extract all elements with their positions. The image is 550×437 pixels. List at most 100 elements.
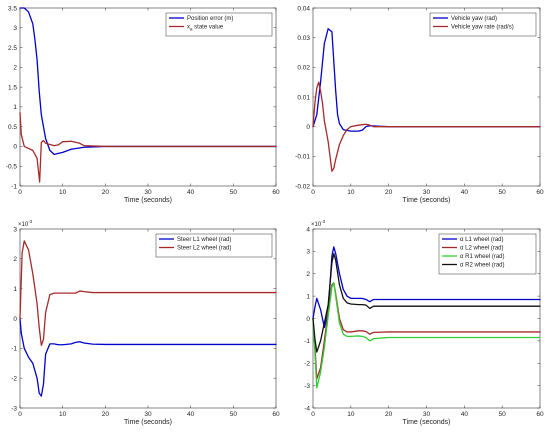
series-line-3: [312, 282, 541, 389]
x-tick-label: 30: [423, 189, 431, 196]
legend: Steer L1 wheel (rad) Steer L2 wheel (rad): [155, 233, 273, 258]
y-tick-label: -3: [11, 405, 17, 412]
series-line-1: [19, 7, 277, 156]
y-tick-label: -0.01: [295, 154, 310, 161]
legend-box: [165, 12, 273, 37]
y-tick-label: -1: [11, 183, 17, 190]
legend-entry: α L1 wheel (rad): [460, 237, 504, 243]
y-tick-label: 3: [306, 249, 310, 256]
series-line-1: [312, 246, 541, 329]
x-tick-label: 40: [187, 411, 195, 418]
y-tick-label: 3: [13, 25, 17, 32]
legend-entry: α L2 wheel (rad): [460, 246, 504, 252]
x-tick-label: 0: [311, 411, 315, 418]
legend-box: [429, 12, 537, 37]
y-tick-label: -3: [304, 383, 310, 390]
x-tick-label: 0: [311, 189, 315, 196]
x-axis-label: Time (seconds): [124, 197, 172, 204]
y-tick-label: 1.5: [8, 84, 17, 91]
legend: Vehicle yaw (rad) Vehicle yaw rate (rad/s…: [429, 12, 537, 37]
x-tick-label: 40: [461, 411, 469, 418]
series-line-2: [312, 282, 541, 380]
panel-1: 0 10 20 30 40 50 60 -1 -0.5 0 0.5 1 1.5 2 2.5 3 3.5 Time …: [6, 5, 280, 204]
y-tick-label: 0.03: [297, 35, 310, 42]
plot-area: [19, 7, 277, 187]
y-tick-label: 1: [13, 104, 17, 111]
series-line-4: [312, 252, 541, 353]
x-axis-label: Time (seconds): [124, 419, 172, 426]
y-tick-label: 1: [13, 286, 17, 293]
x-tick-label: 20: [385, 411, 393, 418]
y-tick-label: -1: [11, 346, 17, 353]
x-tick-label: 10: [59, 411, 67, 418]
panel-3: 0 10 20 30 40 50 60 -3 -2 -1 0 1 2 3×10-3 Time (second…: [11, 219, 280, 426]
y-tick-label: 0: [13, 144, 17, 151]
x-tick-label: 0: [18, 189, 22, 196]
legend-entry: Vehicle yaw rate (rad/s): [451, 25, 514, 31]
x-axis-label: Time (seconds): [403, 197, 451, 204]
legend-entry: Position error (m): [187, 16, 233, 22]
y-tick-label: -0.02: [295, 183, 310, 190]
y-tick-label: 3: [13, 226, 17, 233]
legend-entry: Vehicle yaw (rad): [451, 16, 497, 22]
x-tick-label: 10: [347, 411, 355, 418]
y-tick-label: 0.02: [297, 65, 310, 72]
series-line-2: [312, 81, 541, 172]
y-tick-label: 1: [306, 293, 310, 300]
y-tick-label: -2: [11, 375, 17, 382]
legend-entry: Steer L1 wheel (rad): [177, 237, 231, 243]
x-tick-label: 20: [385, 189, 393, 196]
y-tick-label: 4: [306, 226, 310, 233]
legend-box: [155, 233, 273, 258]
y-tick-label: 0.5: [8, 124, 17, 131]
series-line-1: [312, 28, 541, 132]
x-tick-label: 10: [59, 189, 67, 196]
x-tick-label: 60: [272, 189, 280, 196]
legend: α L1 wheel (rad) α L2 wheel (rad) α R1 whe…: [438, 233, 537, 275]
x-tick-label: 40: [187, 189, 195, 196]
y-exponent-label: ×10-3: [311, 219, 326, 228]
series-line-2: [19, 112, 277, 183]
x-tick-label: 60: [272, 411, 280, 418]
x-axis-label: Time (seconds): [403, 419, 451, 426]
x-tick-label: 60: [536, 411, 544, 418]
x-tick-label: 20: [102, 189, 110, 196]
panel-4: 0 10 20 30 40 50 60 -4 -3 -2 -1 0 1 2 3 4×10-3 Time (sec…: [304, 219, 544, 426]
x-tick-label: 50: [230, 189, 238, 196]
y-exponent-label: ×10-3: [18, 219, 33, 228]
y-tick-label: -1: [304, 338, 310, 345]
y-tick-label: 0.01: [297, 94, 310, 101]
y-tick-label: 2: [13, 256, 17, 263]
x-tick-label: 30: [423, 411, 431, 418]
y-tick-label: 2: [13, 65, 17, 72]
legend-box: [438, 233, 537, 275]
y-tick-label: 0: [306, 124, 310, 131]
x-tick-label: 30: [144, 411, 152, 418]
y-tick-label: 2: [306, 271, 310, 278]
y-tick-label: -0.5: [6, 164, 18, 171]
x-tick-label: 50: [499, 411, 507, 418]
y-tick-label: 0: [306, 316, 310, 323]
y-tick-label: 0: [13, 316, 17, 323]
x-tick-label: 60: [536, 189, 544, 196]
legend-entry: α R2 wheel (rad): [460, 263, 504, 269]
series-line-1: [19, 317, 277, 397]
x-tick-label: 20: [102, 411, 110, 418]
x-tick-label: 0: [18, 411, 22, 418]
y-tick-label: 3.5: [8, 5, 17, 12]
legend-entry: Steer L2 wheel (rad): [177, 246, 231, 252]
y-tick-label: -4: [304, 405, 310, 412]
x-tick-label: 40: [461, 189, 469, 196]
x-tick-label: 30: [144, 189, 152, 196]
legend-entry: xa state value: [187, 25, 224, 32]
x-tick-label: 50: [230, 411, 238, 418]
series-line-2: [19, 240, 277, 347]
x-tick-label: 10: [347, 189, 355, 196]
x-tick-label: 50: [499, 189, 507, 196]
y-tick-label: 2.5: [8, 45, 17, 52]
y-tick-label: -2: [304, 361, 310, 368]
legend: Position error (m) xa state value: [165, 12, 273, 37]
plot-area: [19, 228, 277, 409]
y-tick-label: 0.04: [297, 5, 310, 12]
